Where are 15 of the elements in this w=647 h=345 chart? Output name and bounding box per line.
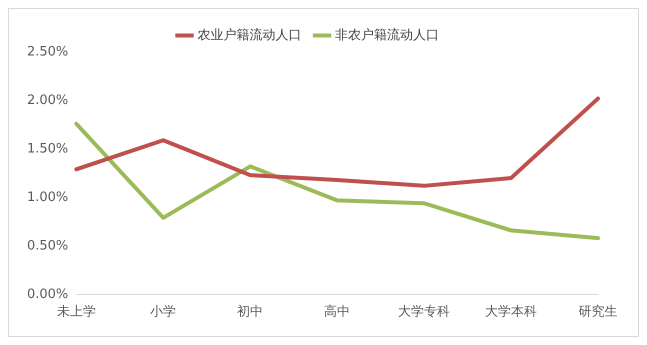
x-tick-label: 初中: [237, 304, 264, 320]
legend-label: 非农户籍流动人口: [335, 26, 439, 43]
x-tick-label: 大学本科: [485, 304, 538, 320]
y-tick-label: 2.50%: [26, 44, 68, 60]
x-tick-label: 小学: [150, 304, 176, 320]
x-tick-label: 大学专科: [398, 304, 450, 320]
x-tick-label: 高中: [324, 304, 350, 320]
y-tick-label: 1.00%: [26, 190, 68, 205]
x-tick-label: 未上学: [56, 304, 96, 320]
x-tick-label: 研究生: [578, 304, 618, 320]
y-tick-label: 1.50%: [26, 141, 68, 156]
legend-label: 农业户籍流动人口: [198, 26, 302, 43]
y-tick-label: 2.00%: [26, 92, 68, 108]
y-tick-label: 0.00%: [26, 286, 68, 302]
y-tick-label: 0.50%: [26, 238, 68, 254]
